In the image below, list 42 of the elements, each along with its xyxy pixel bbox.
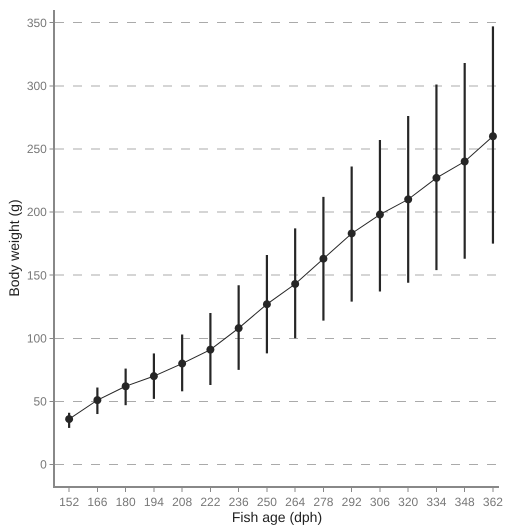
y-tick-label: 200 — [26, 205, 48, 220]
x-tick-label: 236 — [228, 495, 249, 510]
y-tick-label: 50 — [33, 394, 48, 409]
x-tick-label: 166 — [87, 495, 108, 510]
point — [93, 396, 102, 404]
point — [319, 254, 328, 263]
x-tick-label: 278 — [313, 495, 334, 510]
x-tick-label: 306 — [370, 495, 390, 510]
y-tick-label: 250 — [26, 142, 48, 156]
point — [206, 346, 214, 354]
x-tick-label: 348 — [454, 495, 476, 510]
point — [234, 324, 243, 332]
x-axis-title: Fish age (dph) — [232, 509, 322, 526]
point — [65, 415, 74, 424]
x-tick-label: 292 — [342, 495, 362, 510]
y-tick-label: 150 — [26, 268, 48, 282]
point — [432, 174, 440, 182]
x-tick-label: 222 — [200, 495, 221, 510]
point — [122, 382, 130, 390]
y-axis-title: Body weight (g) — [6, 199, 22, 297]
x-tick-label: 208 — [172, 495, 192, 510]
x-tick-label: 250 — [256, 495, 278, 510]
point — [404, 195, 412, 204]
point — [150, 372, 158, 380]
x-tick-label: 180 — [116, 495, 136, 510]
x-tick-label: 264 — [285, 495, 306, 510]
x-tick-label: 334 — [426, 495, 447, 510]
point — [460, 158, 469, 166]
y-tick-label: 100 — [26, 331, 48, 346]
point — [376, 210, 384, 219]
y-tick-label: 350 — [26, 16, 48, 30]
x-tick-label: 320 — [398, 495, 419, 510]
point — [262, 300, 271, 308]
x-tick-label: 152 — [59, 495, 80, 510]
x-tick-label: 194 — [144, 495, 164, 510]
point — [348, 229, 356, 238]
point — [488, 132, 497, 140]
y-tick-label: 0 — [40, 458, 48, 472]
point — [291, 280, 300, 288]
y-tick-label: 300 — [26, 78, 48, 93]
point — [178, 360, 186, 368]
x-tick-label: 362 — [482, 495, 504, 510]
